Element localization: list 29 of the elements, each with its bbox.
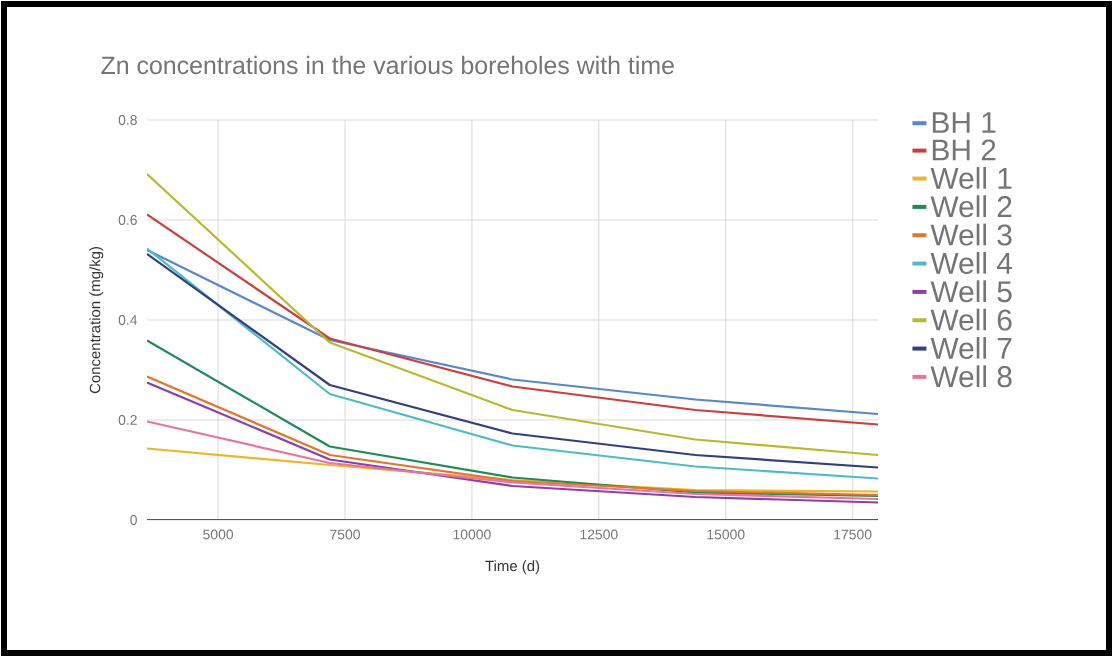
x-tick-label: 7500 [330,529,360,540]
x-tick-label: 15000 [707,529,745,540]
legend-label: Well 3 [930,223,1012,246]
x-tick-label: 5000 [203,529,234,540]
legend-label: Well 4 [930,251,1013,274]
chart-title: Zn concentrations in the various boreholes with time [101,55,674,75]
legend-label: Well 7 [930,336,1012,359]
legend-label: Well 5 [930,280,1012,303]
legend-label: Well 8 [930,365,1012,388]
x-tick-label: 10000 [453,529,491,540]
line-series [147,213,879,426]
line-series [147,339,879,498]
legend-label: Well 2 [930,195,1012,218]
line-series [147,248,879,416]
legend-label: Well 1 [930,166,1012,189]
y-tick-label: 0.8 [118,115,137,125]
x-axis-title: Time (d) [485,560,540,575]
legend-label: BH 2 [932,139,996,161]
y-tick-label: 0.4 [118,315,138,325]
line-series [147,172,879,457]
line-series [147,420,879,501]
x-tick-label: 12500 [580,529,618,540]
x-tick-label: 17500 [834,529,872,540]
legend-label: BH 1 [932,112,996,133]
y-tick-label: 0.6 [118,215,137,225]
legend-label: Well 6 [930,308,1012,331]
y-tick-label: 0 [130,515,137,525]
y-axis-title: Concentration (mg/kg) [89,247,104,394]
y-tick-label: 0.2 [118,415,137,425]
